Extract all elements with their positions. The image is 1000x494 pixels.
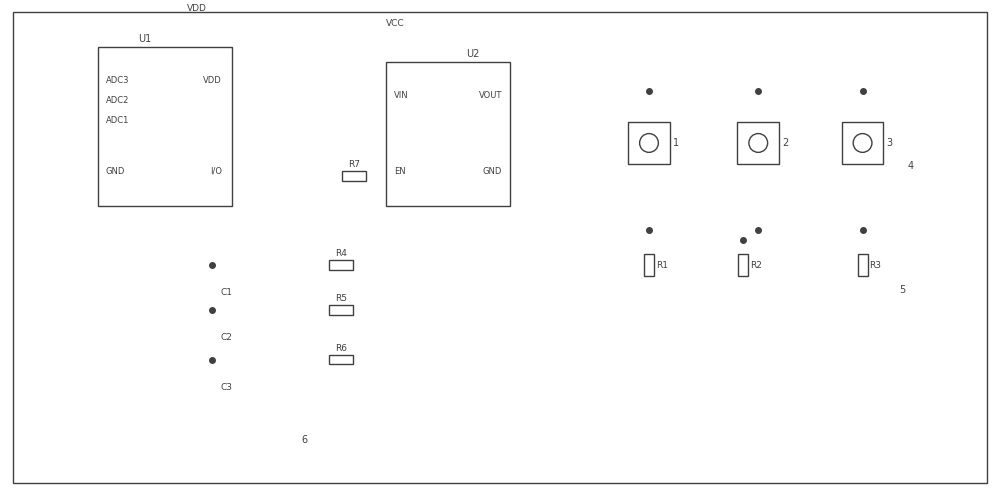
Text: R5: R5: [335, 294, 347, 303]
Bar: [187, 250, 363, 417]
Bar: [329, 355, 353, 365]
Text: 6: 6: [301, 435, 308, 445]
Text: R7: R7: [348, 160, 360, 169]
Bar: [624, 220, 887, 300]
Text: 2: 2: [782, 138, 788, 148]
Text: VDD: VDD: [203, 77, 222, 85]
Bar: [386, 62, 510, 206]
Bar: [842, 122, 883, 164]
Bar: [737, 122, 779, 164]
Text: VCC: VCC: [386, 19, 405, 28]
Bar: [628, 122, 670, 164]
Text: I/O: I/O: [210, 167, 222, 176]
Bar: [342, 171, 366, 181]
Text: C3: C3: [221, 383, 233, 392]
Text: EN: EN: [394, 167, 405, 176]
Text: U1: U1: [138, 34, 151, 43]
Text: VOUT: VOUT: [479, 91, 502, 100]
Text: C1: C1: [221, 288, 233, 297]
Text: ADC1: ADC1: [106, 116, 129, 125]
Bar: [644, 254, 654, 276]
Text: 5: 5: [899, 285, 906, 295]
Bar: [98, 46, 232, 206]
Text: VDD: VDD: [187, 4, 207, 13]
Text: ADC3: ADC3: [106, 77, 129, 85]
Text: GND: GND: [106, 167, 125, 176]
Bar: [858, 254, 868, 276]
Text: R2: R2: [750, 261, 762, 270]
Text: R4: R4: [335, 249, 347, 258]
Text: R1: R1: [656, 261, 668, 270]
Bar: [329, 305, 353, 315]
Bar: [738, 254, 748, 276]
Text: GND: GND: [483, 167, 502, 176]
Text: 4: 4: [907, 161, 913, 171]
Text: 1: 1: [673, 138, 679, 148]
Text: C2: C2: [221, 333, 233, 342]
Text: U2: U2: [466, 48, 479, 58]
Text: R6: R6: [335, 343, 347, 353]
Text: 3: 3: [886, 138, 893, 148]
Bar: [616, 111, 895, 176]
Text: VIN: VIN: [394, 91, 408, 100]
Text: R3: R3: [870, 261, 882, 270]
Text: ADC2: ADC2: [106, 96, 129, 105]
Bar: [329, 260, 353, 270]
